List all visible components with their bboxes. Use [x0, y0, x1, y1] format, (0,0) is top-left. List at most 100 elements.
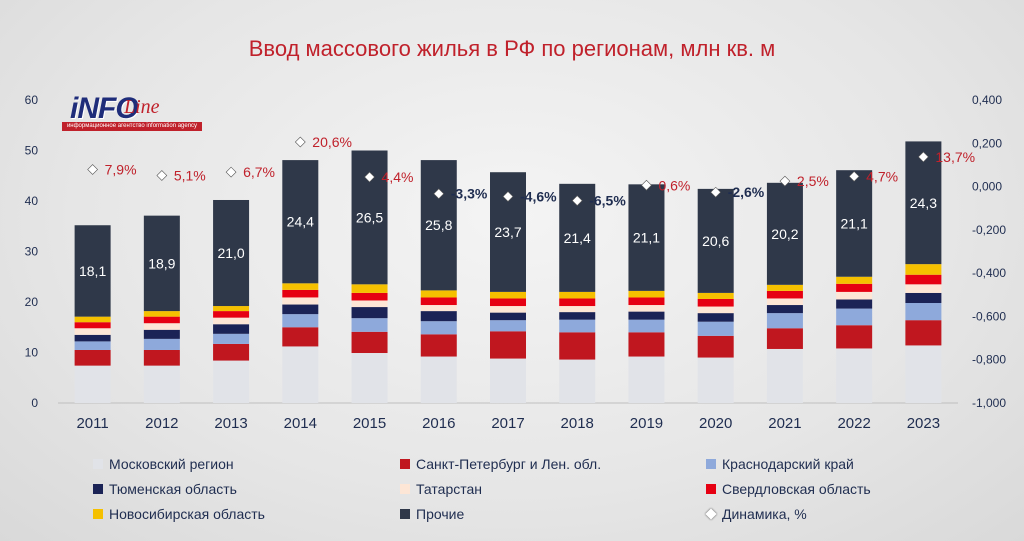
bar-segment-spb — [766, 328, 803, 349]
bar-segment-sverdlovsk — [766, 290, 803, 299]
logo-tagline: информационное агентство information age… — [62, 122, 202, 131]
legend-label: Свердловская область — [722, 481, 871, 497]
x-tick-label: 2017 — [491, 415, 524, 432]
legend-swatch — [93, 459, 103, 469]
bar-segment-moscow — [490, 358, 526, 403]
dynamics-point — [779, 175, 791, 187]
data-label-other: 18,1 — [79, 263, 106, 279]
bar-segment-tyumen — [836, 299, 873, 309]
bar-segment-spb — [628, 332, 665, 357]
bar-stack-2015: 26,5 — [351, 150, 388, 403]
bar-segment-sverdlovsk — [213, 311, 250, 318]
x-tick-label: 2020 — [699, 415, 732, 432]
bar-segment-tyumen — [697, 313, 734, 322]
legend-item-sverdlovsk: Свердловская область — [706, 481, 871, 497]
bar-segment-tatarstan — [628, 305, 665, 312]
bars: 18,1 18,9 21,0 24,4 26,5 25,8 23,7 21,4 21,1 20,6… — [74, 141, 942, 403]
bar-segment-moscow — [420, 356, 457, 403]
data-label-other: 20,2 — [771, 226, 798, 242]
bar-segment-novosibirsk — [836, 276, 873, 284]
bar-segment-novosibirsk — [905, 264, 942, 275]
y-right-tick-label: -0,600 — [972, 309, 1006, 323]
diamond-icon — [705, 508, 717, 520]
dynamics-point — [87, 164, 98, 175]
x-tick-label: 2022 — [837, 415, 870, 432]
bar-segment-spb — [836, 325, 873, 349]
data-label-other: 20,6 — [702, 233, 729, 249]
y-axis-left: 0 10 20 30 40 50 60 — [25, 93, 39, 410]
bar-segment-tatarstan — [213, 317, 250, 325]
bar-stack-2013: 21,0 — [213, 199, 250, 403]
dynamics-label: -3,3% — [451, 186, 488, 202]
bar-segment-krasnodar — [213, 333, 250, 344]
dynamics-point — [364, 171, 375, 183]
bar-segment-novosibirsk — [282, 283, 319, 290]
bar-segment-tyumen — [143, 329, 180, 339]
legend-swatch — [400, 509, 410, 519]
dynamics-label: 7,9% — [105, 161, 137, 177]
legend-item-krasnodar: Краснодарский край — [706, 456, 854, 472]
dynamics-point — [156, 170, 168, 181]
bar-segment-other — [836, 170, 873, 277]
x-tick-label: 2023 — [907, 415, 940, 432]
bar-segment-other — [697, 188, 734, 293]
legend-swatch — [400, 459, 410, 469]
y-right-tick-label: -0,200 — [972, 223, 1006, 237]
bar-segment-krasnodar — [282, 314, 319, 328]
bar-segment-tatarstan — [282, 297, 319, 305]
legend-item-spb: Санкт-Петербург и Лен. обл. — [400, 456, 601, 472]
x-tick-label: 2018 — [561, 415, 594, 432]
bar-segment-sverdlovsk — [143, 316, 180, 324]
dynamics-label: 13,7% — [935, 149, 975, 165]
bar-segment-sverdlovsk — [836, 283, 873, 292]
y-right-tick-label: -1,000 — [972, 396, 1006, 410]
data-label-other: 21,4 — [564, 230, 591, 246]
y-axis-right: -1,000 -0,800 -0,600 -0,400 -0,200 0,000 0,200… — [972, 93, 1006, 410]
bar-segment-tatarstan — [697, 306, 734, 314]
legend-item-tyumen: Тюменская область — [93, 481, 237, 497]
bar-segment-other — [766, 182, 803, 285]
bar-segment-krasnodar — [420, 321, 457, 335]
bar-segment-spb — [74, 349, 111, 366]
dynamics-label: 20,6% — [312, 134, 352, 150]
y-right-tick-label: 0,400 — [972, 93, 1002, 107]
bar-segment-other — [420, 160, 457, 291]
dynamics-label: 2,5% — [797, 173, 829, 189]
y-left-tick-label: 50 — [25, 144, 39, 158]
bar-segment-spb — [905, 320, 942, 346]
bar-segment-other — [74, 225, 111, 317]
legend-swatch — [400, 484, 410, 494]
bar-segment-novosibirsk — [143, 311, 180, 317]
bar-segment-novosibirsk — [351, 284, 388, 293]
bar-segment-tatarstan — [766, 298, 803, 306]
bar-segment-spb — [697, 335, 734, 358]
bar-segment-novosibirsk — [628, 290, 665, 298]
legend-item-dynamics: Динамика, % — [705, 506, 807, 522]
bar-segment-spb — [559, 332, 596, 360]
legend-swatch — [93, 509, 103, 519]
y-right-tick-label: 0,000 — [972, 180, 1002, 194]
bar-segment-moscow — [143, 365, 180, 403]
infoline-logo: iNFO Line информационное агентство infor… — [62, 92, 204, 134]
data-label-other: 18,9 — [148, 255, 175, 271]
legend-item-other: Прочие — [400, 506, 464, 522]
bar-segment-tyumen — [766, 305, 803, 314]
dynamics-point — [918, 151, 929, 163]
dynamics-point — [433, 188, 445, 200]
bar-segment-krasnodar — [836, 308, 873, 326]
bar-segment-novosibirsk — [213, 306, 250, 312]
bar-segment-krasnodar — [351, 318, 388, 332]
bar-stack-2019: 21,1 — [628, 184, 665, 403]
x-tick-label: 2019 — [630, 415, 663, 432]
legend: Московский регион Санкт-Петербург и Лен. … — [0, 452, 1024, 532]
bar-segment-novosibirsk — [74, 316, 111, 323]
x-tick-label: 2013 — [214, 415, 247, 432]
y-right-tick-label: -0,400 — [972, 266, 1006, 280]
bar-segment-tatarstan — [74, 328, 111, 335]
bar-segment-novosibirsk — [420, 290, 457, 298]
dynamics-point — [502, 191, 514, 202]
bar-segment-sverdlovsk — [74, 322, 111, 329]
bar-segment-moscow — [351, 353, 388, 403]
bar-segment-tatarstan — [143, 323, 180, 330]
bar-segment-moscow — [213, 360, 250, 403]
